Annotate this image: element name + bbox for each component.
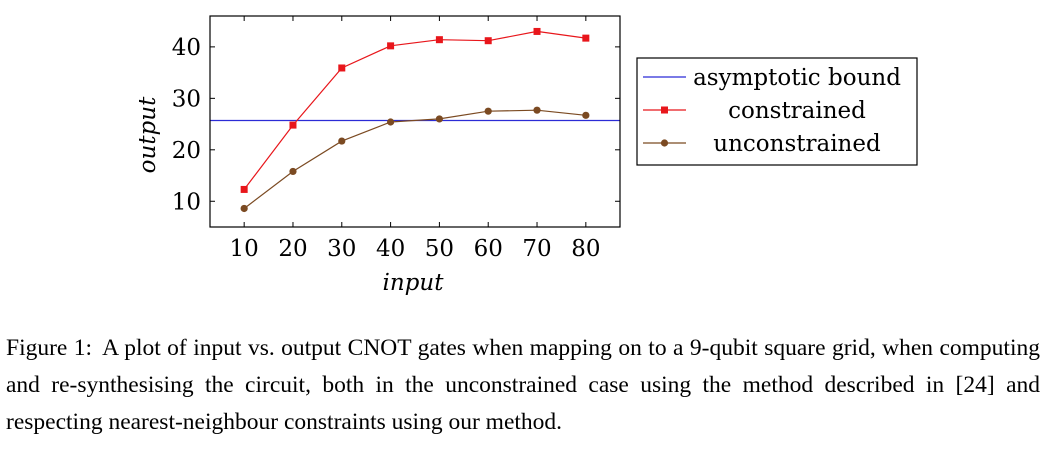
data-point [240, 204, 248, 213]
series-constrained [240, 27, 590, 193]
legend-item-asymptotic-bound: asymptotic bound [643, 65, 901, 91]
caption-label: Figure 1: [6, 335, 93, 361]
legend-label: asymptotic bound [693, 65, 901, 91]
data-point [387, 42, 395, 50]
y-tick-label: 10 [172, 189, 201, 215]
y-tick-label: 30 [172, 86, 201, 112]
y-tick-label: 40 [172, 35, 201, 61]
x-tick-label: 80 [571, 236, 600, 262]
data-point [582, 34, 590, 42]
x-tick-label: 20 [278, 236, 307, 262]
x-tick-label: 40 [376, 236, 405, 262]
data-point [484, 37, 492, 45]
caption-text: A plot of input vs. output CNOT gates wh… [6, 335, 1040, 435]
y-axis-ticks: 10 20 30 40 [172, 35, 620, 215]
y-tick-label: 20 [172, 138, 201, 164]
plot-frame [209, 15, 621, 228]
plot-marks [210, 27, 620, 213]
data-point [240, 185, 248, 193]
legend-marker [661, 106, 668, 114]
legend-label: unconstrained [713, 131, 881, 157]
figure-caption: Figure 1: A plot of input vs. output CNOT… [6, 330, 1040, 441]
data-point [533, 106, 541, 114]
data-point [386, 118, 395, 126]
data-point [533, 27, 541, 35]
x-tick-label: 60 [474, 236, 503, 262]
x-tick-label: 50 [425, 236, 454, 262]
x-tick-label: 10 [230, 236, 259, 262]
data-point [484, 107, 492, 115]
x-axis-ticks: 10 20 30 40 50 60 70 80 [230, 16, 600, 262]
series-line [243, 30, 586, 190]
y-axis-label: output [135, 96, 161, 173]
data-point [582, 111, 590, 119]
data-point [289, 121, 297, 129]
line-chart: 10 20 30 40 50 60 70 80 10 20 30 40 input output a… [135, 15, 918, 296]
series-line [243, 109, 586, 209]
legend-box [636, 57, 918, 166]
x-tick-label: 30 [327, 236, 356, 262]
legend: asymptotic bound constrained unconstrained [636, 57, 918, 166]
legend-marker [660, 139, 669, 147]
data-point [289, 167, 297, 176]
series-unconstrained [240, 106, 590, 213]
x-axis-label: input [383, 270, 445, 296]
legend-item-constrained: constrained [643, 98, 866, 124]
legend-item-unconstrained: unconstrained [643, 131, 881, 157]
data-point [435, 36, 443, 44]
data-point [435, 115, 444, 123]
legend-label: constrained [728, 98, 866, 124]
x-tick-label: 70 [522, 236, 551, 262]
data-point [338, 137, 346, 145]
data-point [338, 64, 346, 72]
